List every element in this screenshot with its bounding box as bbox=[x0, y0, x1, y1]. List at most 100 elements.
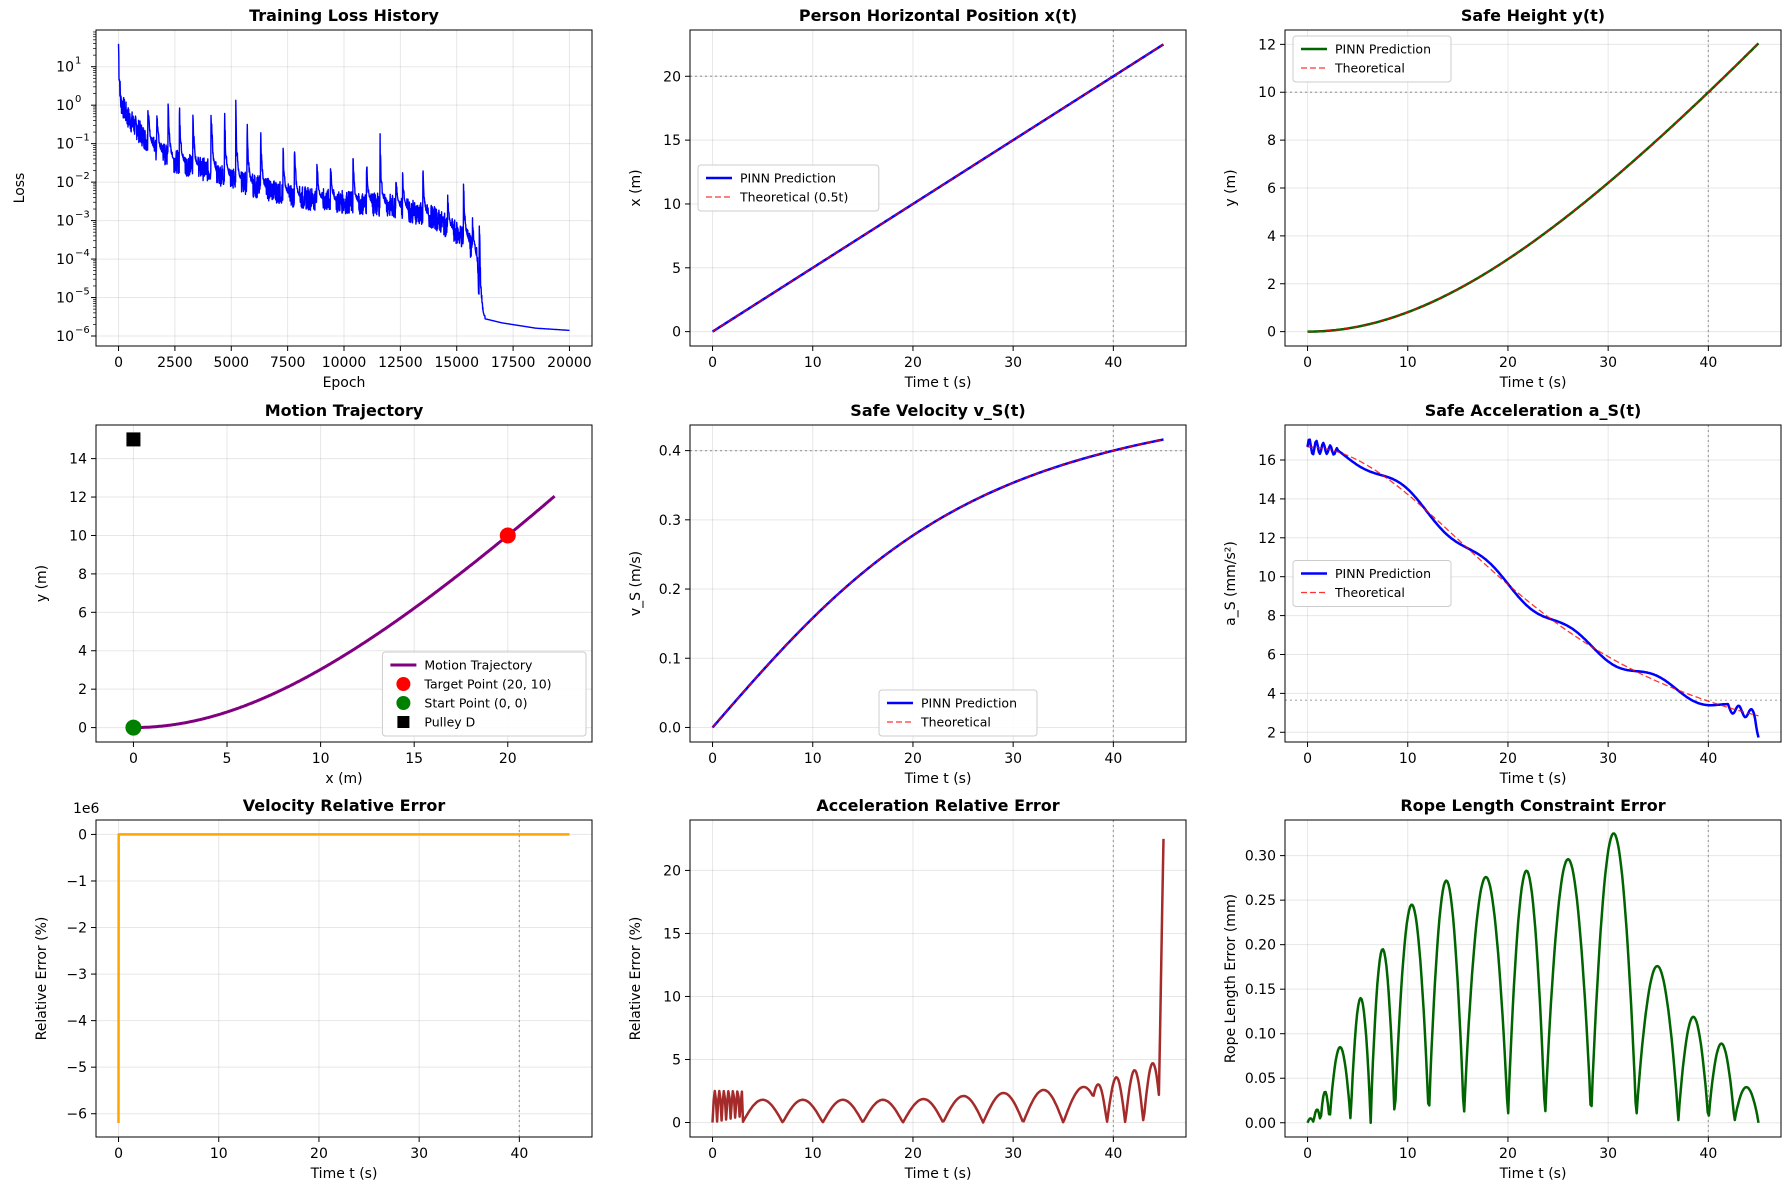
x-tick-label: 20000 bbox=[547, 355, 592, 371]
x-tick-label: 10 bbox=[804, 355, 822, 371]
y-tick-label: −5 bbox=[66, 1060, 87, 1076]
y-tick-label: 8 bbox=[78, 567, 87, 583]
y-tick-label: 4 bbox=[78, 644, 87, 660]
x-tick-label: 12500 bbox=[378, 355, 423, 371]
y-tick-label: 10 bbox=[56, 137, 74, 153]
y-tick-exponent: −5 bbox=[75, 287, 90, 298]
x-tick-label: 0 bbox=[1303, 1146, 1312, 1162]
axes-frame bbox=[95, 819, 593, 1138]
y-tick-label: 16 bbox=[1258, 453, 1276, 469]
x-tick-label: 0 bbox=[114, 355, 123, 371]
legend: Motion Trajectory Target Point (20, 10) St… bbox=[381, 651, 587, 737]
chart-title: Rope Length Constraint Error bbox=[1400, 796, 1665, 815]
x-tick-label: 10 bbox=[1399, 355, 1417, 371]
x-tick-label: 30 bbox=[1599, 1146, 1617, 1162]
y-tick-label: 10 bbox=[56, 329, 74, 345]
y-tick-label: 4 bbox=[1267, 229, 1276, 245]
y-tick-label: 14 bbox=[69, 452, 87, 468]
y-tick-label: 20 bbox=[663, 863, 681, 879]
grid bbox=[96, 30, 592, 346]
legend-box bbox=[1292, 35, 1452, 83]
y-tick-exponent: 0 bbox=[75, 94, 81, 105]
y-tick-label: 0 bbox=[78, 721, 87, 737]
chart-title: Velocity Relative Error bbox=[243, 796, 446, 815]
legend-label: PINN Prediction bbox=[1335, 566, 1431, 581]
legend-box bbox=[1292, 560, 1452, 607]
y-axis-label: Loss bbox=[12, 173, 28, 204]
series-line-1 bbox=[1307, 446, 1759, 717]
chart-loss: 0 2500 5000 7500 10000 12500 15000 17500 2000010… bbox=[12, 6, 593, 391]
legend-label: PINN Prediction bbox=[921, 696, 1017, 711]
y-tick-label: 0.05 bbox=[1245, 1071, 1276, 1087]
x-tick-label: 20 bbox=[904, 751, 922, 767]
y-tick-label: 15 bbox=[663, 926, 681, 942]
y-tick-label: 0 bbox=[672, 1116, 681, 1132]
series-line-0 bbox=[711, 438, 1164, 729]
x-tick-label: 0 bbox=[129, 751, 138, 767]
y-tick-label: 12 bbox=[1258, 531, 1276, 547]
y-tick-label: 2 bbox=[78, 682, 87, 698]
y-tick-label: 4 bbox=[1267, 686, 1276, 702]
y-tick-exponent: 1 bbox=[75, 56, 81, 67]
x-tick-label: 0 bbox=[708, 1146, 717, 1162]
x-axis-label: Time t (s) bbox=[310, 1166, 378, 1182]
y-tick-label: 2 bbox=[1267, 725, 1276, 741]
chart-title: Safe Height y(t) bbox=[1461, 6, 1605, 25]
y-tick-label: 12 bbox=[1258, 37, 1276, 53]
y-tick-label: 6 bbox=[1267, 647, 1276, 663]
y-tick-exponent: −2 bbox=[75, 171, 90, 182]
y-tick-label: 8 bbox=[1267, 133, 1276, 149]
x-tick-label: 30 bbox=[410, 1146, 428, 1162]
legend-label: Theoretical (0.5t) bbox=[739, 190, 848, 205]
x-tick-label: 0 bbox=[1303, 355, 1312, 371]
chart-traj: 0 5 10 15 20 0 2 4 6 8 10 12 14 Motion Trajectory x (m… bbox=[34, 401, 593, 787]
y-tick-exponent: −4 bbox=[75, 248, 90, 259]
y-tick-label: 10 bbox=[56, 98, 74, 114]
y-tick-label: 0.10 bbox=[1245, 1027, 1276, 1043]
axes-frame bbox=[1284, 424, 1782, 743]
x-tick-label: 30 bbox=[1004, 751, 1022, 767]
y-tick-label: −2 bbox=[66, 921, 87, 937]
plot-area bbox=[711, 43, 1165, 333]
chart-accerr: 0 10 20 30 40 0 5 10 15 20 Acceleration Relative E… bbox=[628, 796, 1187, 1182]
y-tick-label: 5 bbox=[672, 261, 681, 277]
y-tick-label: 0.1 bbox=[659, 651, 681, 667]
plot-area bbox=[1307, 42, 1760, 333]
x-tick-label: 40 bbox=[1104, 1146, 1122, 1162]
x-tick-label: 2500 bbox=[157, 355, 193, 371]
y-axis-label: a_S (mm/s²) bbox=[1223, 541, 1239, 626]
x-tick-label: 10 bbox=[210, 1146, 228, 1162]
y-tick-label: 2 bbox=[1267, 277, 1276, 293]
x-tick-label: 20 bbox=[904, 1146, 922, 1162]
legend: PINN Prediction Theoretical bbox=[1292, 35, 1452, 83]
y-axis-label: Rope Length Error (mm) bbox=[1223, 894, 1239, 1063]
y-tick-label: 10 bbox=[56, 252, 74, 268]
y-tick-label: 10 bbox=[663, 989, 681, 1005]
x-tick-label: 30 bbox=[1004, 355, 1022, 371]
legend-label: Motion Trajectory bbox=[424, 658, 533, 673]
y-tick-label: 0.20 bbox=[1245, 938, 1276, 954]
legend-swatch bbox=[396, 677, 411, 691]
y-offset-label: 1e6 bbox=[73, 801, 100, 817]
x-tick-label: 20 bbox=[310, 1146, 328, 1162]
x-tick-label: 30 bbox=[1599, 751, 1617, 767]
x-tick-label: 10 bbox=[804, 1146, 822, 1162]
legend-box bbox=[697, 164, 880, 212]
x-tick-label: 40 bbox=[1104, 751, 1122, 767]
x-tick-label: 10000 bbox=[322, 355, 367, 371]
series-line-0 bbox=[117, 43, 570, 332]
x-tick-label: 40 bbox=[1699, 355, 1717, 371]
y-tick-label: 10 bbox=[1258, 85, 1276, 101]
y-tick-label: −3 bbox=[66, 967, 87, 983]
legend-box bbox=[381, 651, 587, 737]
series-line-1 bbox=[1307, 42, 1759, 333]
axes-frame bbox=[1284, 819, 1782, 1138]
x-tick-label: 40 bbox=[1699, 1146, 1717, 1162]
legend-label: PINN Prediction bbox=[740, 171, 836, 186]
chart-title: Person Horizontal Position x(t) bbox=[799, 6, 1077, 25]
y-tick-label: 5 bbox=[672, 1052, 681, 1068]
grid bbox=[1285, 30, 1781, 346]
y-tick-label: 0.4 bbox=[659, 444, 681, 460]
x-tick-label: 30 bbox=[1004, 1146, 1022, 1162]
grid bbox=[96, 820, 592, 1137]
